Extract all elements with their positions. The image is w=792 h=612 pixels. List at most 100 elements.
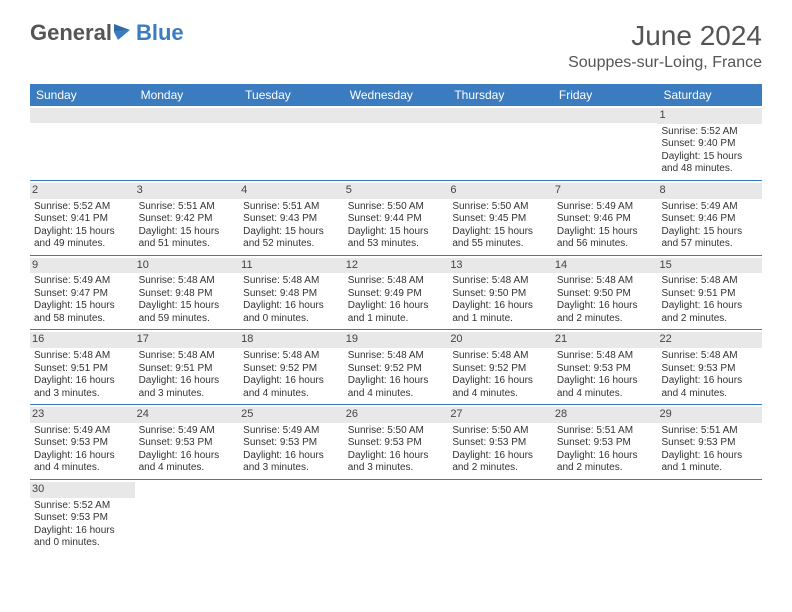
- day-number: 24: [135, 407, 240, 423]
- day-sunrise: Sunrise: 5:49 AM: [243, 425, 340, 438]
- day-sunset: Sunset: 9:53 PM: [34, 512, 131, 525]
- day-daylight1: Daylight: 15 hours: [139, 226, 236, 239]
- day-daylight2: and 58 minutes.: [34, 313, 131, 326]
- day-sunset: Sunset: 9:53 PM: [243, 437, 340, 450]
- day-cell: 28Sunrise: 5:51 AMSunset: 9:53 PMDayligh…: [553, 405, 658, 479]
- day-sunset: Sunset: 9:48 PM: [139, 288, 236, 301]
- day-number: 4: [239, 183, 344, 199]
- day-sunset: Sunset: 9:46 PM: [557, 213, 654, 226]
- day-daylight1: Daylight: 15 hours: [243, 226, 340, 239]
- day-number: 5: [344, 183, 449, 199]
- day-sunrise: Sunrise: 5:50 AM: [452, 425, 549, 438]
- title-block: June 2024 Souppes-sur-Loing, France: [568, 20, 762, 72]
- day-sunrise: Sunrise: 5:49 AM: [34, 425, 131, 438]
- day-daylight2: and 56 minutes.: [557, 238, 654, 251]
- day-sunset: Sunset: 9:47 PM: [34, 288, 131, 301]
- day-sunset: Sunset: 9:53 PM: [557, 363, 654, 376]
- day-sunrise: Sunrise: 5:48 AM: [452, 350, 549, 363]
- day-cell: 8Sunrise: 5:49 AMSunset: 9:46 PMDaylight…: [657, 181, 762, 255]
- day-sunset: Sunset: 9:53 PM: [348, 437, 445, 450]
- day-sunset: Sunset: 9:50 PM: [557, 288, 654, 301]
- day-number: 28: [553, 407, 658, 423]
- day-daylight1: Daylight: 16 hours: [661, 375, 758, 388]
- day-sunrise: Sunrise: 5:48 AM: [557, 350, 654, 363]
- day-number: 20: [448, 332, 553, 348]
- day-sunset: Sunset: 9:53 PM: [557, 437, 654, 450]
- day-cell: 27Sunrise: 5:50 AMSunset: 9:53 PMDayligh…: [448, 405, 553, 479]
- day-number: [553, 108, 658, 123]
- day-number: 17: [135, 332, 240, 348]
- day-number: 14: [553, 258, 658, 274]
- day-number: 8: [657, 183, 762, 199]
- day-cell: [553, 106, 658, 180]
- day-number: 25: [239, 407, 344, 423]
- day-cell: 18Sunrise: 5:48 AMSunset: 9:52 PMDayligh…: [239, 330, 344, 404]
- week-row: 2Sunrise: 5:52 AMSunset: 9:41 PMDaylight…: [30, 181, 762, 256]
- day-sunset: Sunset: 9:43 PM: [243, 213, 340, 226]
- day-cell: 13Sunrise: 5:48 AMSunset: 9:50 PMDayligh…: [448, 256, 553, 330]
- day-daylight1: Daylight: 15 hours: [34, 226, 131, 239]
- day-daylight1: Daylight: 16 hours: [452, 300, 549, 313]
- day-daylight2: and 3 minutes.: [34, 388, 131, 401]
- month-title: June 2024: [568, 20, 762, 52]
- day-daylight2: and 3 minutes.: [243, 462, 340, 475]
- day-cell: [448, 480, 553, 554]
- day-number: 11: [239, 258, 344, 274]
- day-cell: 23Sunrise: 5:49 AMSunset: 9:53 PMDayligh…: [30, 405, 135, 479]
- brand-blue: Blue: [136, 20, 184, 46]
- day-daylight2: and 0 minutes.: [243, 313, 340, 326]
- day-daylight1: Daylight: 16 hours: [557, 375, 654, 388]
- day-daylight2: and 2 minutes.: [452, 462, 549, 475]
- day-sunset: Sunset: 9:53 PM: [139, 437, 236, 450]
- day-daylight1: Daylight: 15 hours: [661, 151, 758, 164]
- day-sunset: Sunset: 9:46 PM: [661, 213, 758, 226]
- day-number: [239, 108, 344, 123]
- day-sunset: Sunset: 9:41 PM: [34, 213, 131, 226]
- day-sunrise: Sunrise: 5:48 AM: [661, 350, 758, 363]
- weekday-header: Friday: [553, 84, 658, 106]
- day-daylight1: Daylight: 16 hours: [557, 300, 654, 313]
- day-daylight2: and 53 minutes.: [348, 238, 445, 251]
- day-cell: 30Sunrise: 5:52 AMSunset: 9:53 PMDayligh…: [30, 480, 135, 554]
- day-sunrise: Sunrise: 5:48 AM: [348, 350, 445, 363]
- weekday-header: Wednesday: [344, 84, 449, 106]
- day-number: 9: [30, 258, 135, 274]
- day-daylight2: and 3 minutes.: [348, 462, 445, 475]
- day-sunrise: Sunrise: 5:50 AM: [452, 201, 549, 214]
- day-sunset: Sunset: 9:42 PM: [139, 213, 236, 226]
- day-number: 26: [344, 407, 449, 423]
- day-number: 27: [448, 407, 553, 423]
- week-row: 16Sunrise: 5:48 AMSunset: 9:51 PMDayligh…: [30, 330, 762, 405]
- day-daylight1: Daylight: 16 hours: [139, 450, 236, 463]
- day-daylight2: and 49 minutes.: [34, 238, 131, 251]
- day-cell: 22Sunrise: 5:48 AMSunset: 9:53 PMDayligh…: [657, 330, 762, 404]
- day-number: 15: [657, 258, 762, 274]
- day-sunrise: Sunrise: 5:50 AM: [348, 425, 445, 438]
- day-daylight2: and 2 minutes.: [661, 313, 758, 326]
- day-sunset: Sunset: 9:52 PM: [452, 363, 549, 376]
- day-daylight2: and 57 minutes.: [661, 238, 758, 251]
- day-cell: [30, 106, 135, 180]
- day-daylight1: Daylight: 15 hours: [661, 226, 758, 239]
- day-daylight2: and 2 minutes.: [557, 313, 654, 326]
- day-cell: 10Sunrise: 5:48 AMSunset: 9:48 PMDayligh…: [135, 256, 240, 330]
- day-number: [344, 482, 449, 497]
- day-number: [135, 482, 240, 497]
- day-number: 6: [448, 183, 553, 199]
- day-daylight1: Daylight: 15 hours: [452, 226, 549, 239]
- calendar: Sunday Monday Tuesday Wednesday Thursday…: [30, 84, 762, 554]
- day-daylight1: Daylight: 15 hours: [139, 300, 236, 313]
- day-number: 12: [344, 258, 449, 274]
- day-cell: [239, 480, 344, 554]
- weeks-container: 1Sunrise: 5:52 AMSunset: 9:40 PMDaylight…: [30, 106, 762, 554]
- day-number: 19: [344, 332, 449, 348]
- day-sunrise: Sunrise: 5:48 AM: [557, 275, 654, 288]
- day-sunset: Sunset: 9:40 PM: [661, 138, 758, 151]
- day-sunrise: Sunrise: 5:50 AM: [348, 201, 445, 214]
- day-number: 22: [657, 332, 762, 348]
- day-number: 29: [657, 407, 762, 423]
- day-cell: 21Sunrise: 5:48 AMSunset: 9:53 PMDayligh…: [553, 330, 658, 404]
- day-daylight1: Daylight: 16 hours: [34, 450, 131, 463]
- day-daylight2: and 55 minutes.: [452, 238, 549, 251]
- day-cell: 16Sunrise: 5:48 AMSunset: 9:51 PMDayligh…: [30, 330, 135, 404]
